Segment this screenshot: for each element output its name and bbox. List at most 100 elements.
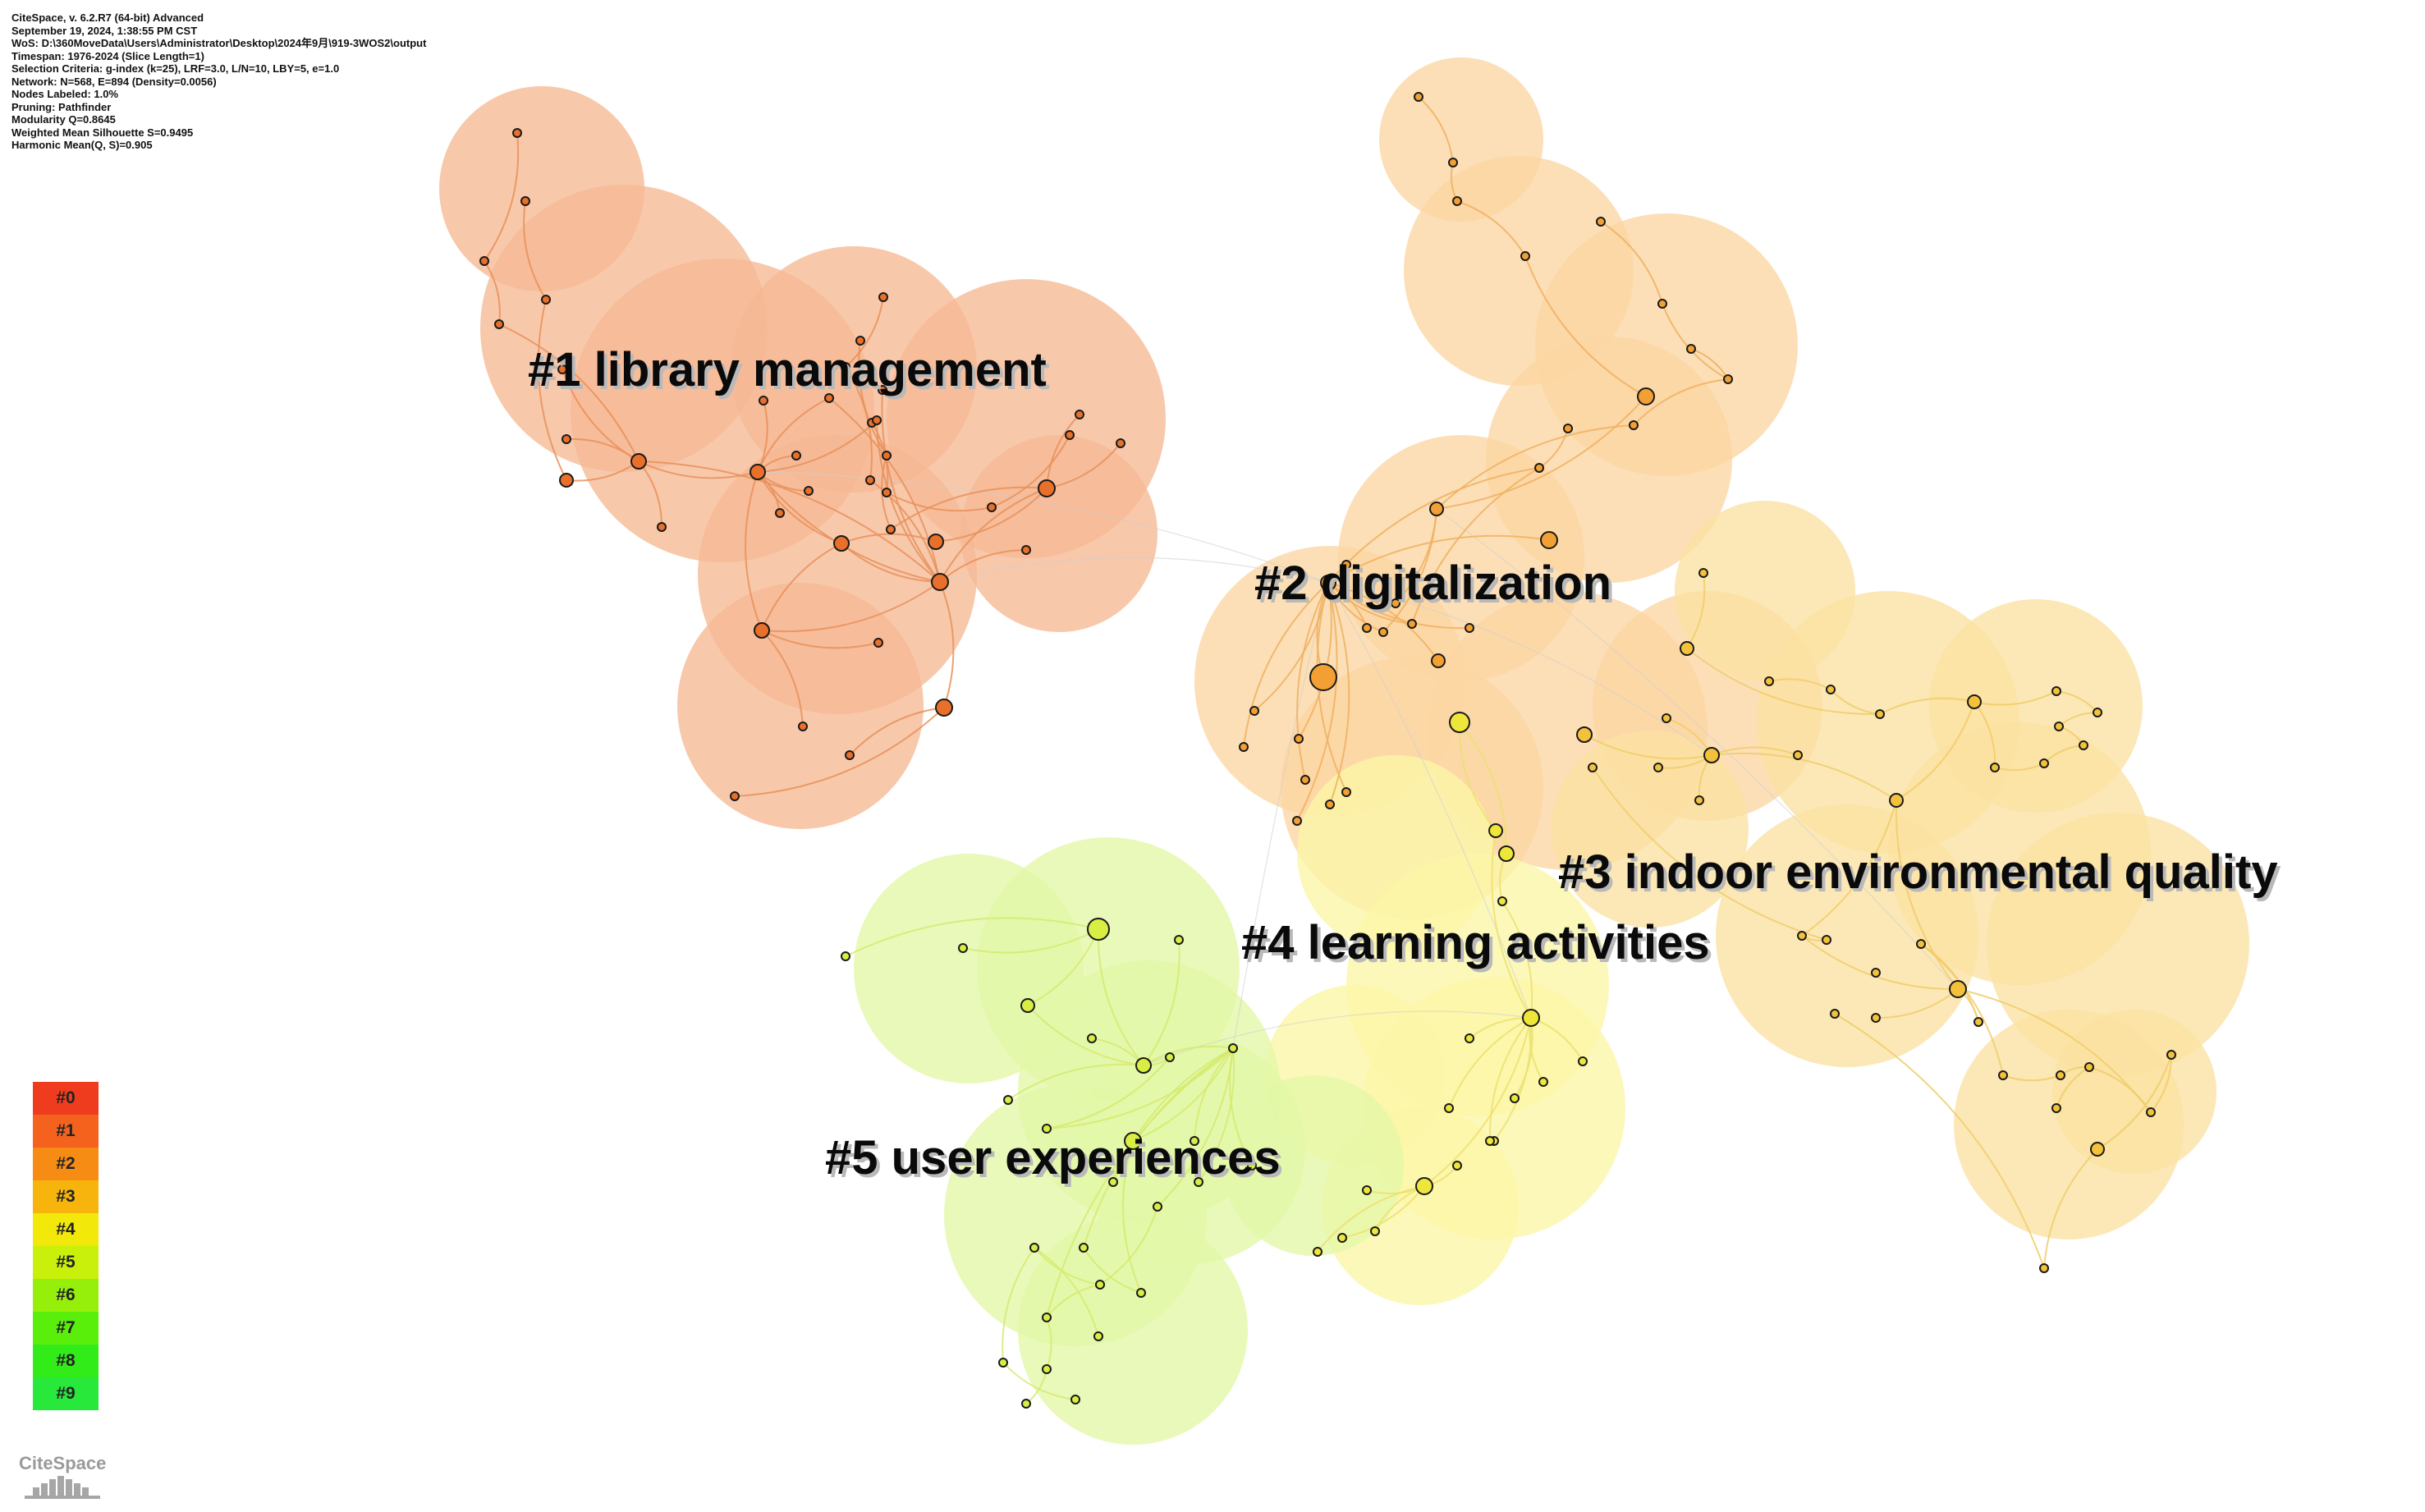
network-node bbox=[1087, 918, 1110, 941]
network-node bbox=[1703, 747, 1720, 763]
network-node bbox=[1629, 420, 1639, 430]
network-edge bbox=[845, 296, 884, 368]
network-edge bbox=[638, 460, 941, 583]
network-edge bbox=[1296, 582, 1338, 822]
network-node bbox=[1320, 575, 1336, 591]
network-node bbox=[1431, 653, 1446, 668]
network-node bbox=[730, 791, 740, 801]
network-edge bbox=[881, 389, 941, 583]
network-node bbox=[2079, 740, 2088, 750]
network-node bbox=[1875, 709, 1885, 719]
network-edge bbox=[2043, 1148, 2098, 1269]
network-edge bbox=[1046, 1047, 1234, 1129]
network-node bbox=[1871, 968, 1881, 978]
network-node bbox=[1292, 816, 1302, 826]
network-node bbox=[841, 951, 850, 961]
network-node bbox=[931, 573, 949, 591]
network-node bbox=[1694, 795, 1704, 805]
network-edge bbox=[1194, 1047, 1234, 1142]
network-node bbox=[557, 364, 567, 374]
network-edge bbox=[1327, 582, 1350, 805]
network-edge bbox=[1046, 1284, 1101, 1318]
network-node bbox=[2166, 1050, 2176, 1060]
network-node bbox=[1362, 1185, 1372, 1195]
network-node bbox=[2090, 1142, 2105, 1157]
network-edge bbox=[484, 132, 520, 262]
network-node bbox=[1300, 775, 1310, 785]
network-node bbox=[1021, 1399, 1031, 1409]
network-edge bbox=[1046, 1047, 1234, 1318]
network-node bbox=[559, 473, 574, 488]
network-node bbox=[1653, 763, 1663, 772]
network-edge bbox=[537, 299, 567, 481]
network-node bbox=[1042, 1124, 1052, 1134]
network-edge bbox=[1456, 200, 1526, 257]
info-line: Modularity Q=0.8645 bbox=[11, 113, 116, 126]
network-node bbox=[865, 475, 875, 485]
network-node bbox=[935, 699, 953, 717]
network-node bbox=[1249, 706, 1259, 716]
network-edge bbox=[1002, 1362, 1076, 1400]
network-edge bbox=[745, 471, 763, 631]
network-node bbox=[1070, 1395, 1080, 1404]
network-node bbox=[1020, 998, 1035, 1013]
network-node bbox=[1538, 1077, 1548, 1087]
network-node bbox=[1576, 726, 1593, 743]
network-node bbox=[1522, 1009, 1540, 1027]
network-edge bbox=[1875, 988, 1959, 1019]
network-edge bbox=[1488, 1017, 1532, 1142]
network-node bbox=[1485, 1136, 1495, 1146]
network-edge bbox=[1686, 572, 1706, 649]
network-edge bbox=[991, 434, 1070, 508]
network-node bbox=[1465, 1033, 1474, 1043]
network-edge bbox=[1458, 722, 1497, 832]
cluster-label-shadow: #3 indoor environmental quality bbox=[1561, 849, 2281, 902]
network-node bbox=[1498, 845, 1515, 862]
network-edge bbox=[1121, 1140, 1142, 1294]
network-node bbox=[1686, 344, 1696, 354]
network-edge bbox=[1896, 701, 1975, 801]
network-edge bbox=[886, 492, 992, 512]
network-node bbox=[750, 464, 766, 480]
network-edge bbox=[1768, 678, 1831, 690]
info-line: Selection Criteria: g-index (k=25), LRF=… bbox=[11, 62, 340, 75]
network-edge bbox=[1524, 255, 1647, 397]
network-edge bbox=[1198, 1047, 1235, 1183]
info-line: September 19, 2024, 1:38:55 PM CST bbox=[11, 24, 198, 37]
network-node bbox=[1889, 793, 1904, 808]
network-node bbox=[886, 525, 896, 534]
network-node bbox=[2051, 1103, 2061, 1113]
network-node bbox=[882, 451, 892, 460]
network-edge bbox=[1491, 830, 1532, 1019]
network-node bbox=[520, 196, 530, 206]
network-edge bbox=[876, 419, 941, 583]
network-edge bbox=[1298, 582, 1332, 740]
network-node bbox=[1497, 896, 1507, 906]
cluster-label: #3 indoor environmental quality bbox=[1558, 845, 2278, 899]
network-node bbox=[1038, 479, 1056, 497]
network-edge bbox=[757, 471, 1329, 584]
cluster-label-shadow: #5 user experiences bbox=[828, 1134, 1284, 1188]
network-node bbox=[1662, 713, 1671, 723]
network-edge bbox=[1327, 582, 1532, 1019]
network-edge bbox=[1584, 734, 1712, 760]
network-edge bbox=[1418, 96, 1454, 163]
network-node bbox=[1309, 663, 1337, 691]
network-edge bbox=[869, 479, 941, 583]
legend-swatch: #1 bbox=[33, 1115, 99, 1148]
network-edge bbox=[2056, 1066, 2090, 1109]
network-node bbox=[1124, 1132, 1142, 1150]
network-node bbox=[1087, 1033, 1097, 1043]
network-edge bbox=[761, 630, 804, 727]
network-node bbox=[1990, 763, 2000, 772]
cluster-label: #2 digitalization bbox=[1254, 557, 1611, 610]
info-line: CiteSpace, v. 6.2.R7 (64-bit) Advanced bbox=[11, 11, 204, 24]
network-node bbox=[1448, 158, 1458, 167]
network-edge bbox=[757, 397, 830, 473]
network-edge bbox=[962, 928, 1099, 954]
network-node bbox=[1194, 1177, 1203, 1187]
network-edge bbox=[858, 340, 887, 456]
network-node bbox=[1723, 374, 1733, 384]
network-edge bbox=[1459, 722, 1508, 855]
